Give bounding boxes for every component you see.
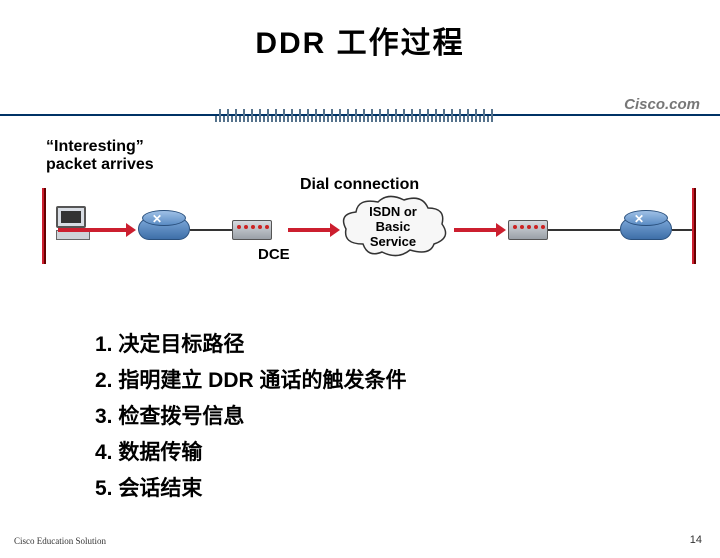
link-1	[190, 229, 232, 231]
cisco-logo: Cisco.com	[624, 96, 700, 113]
arrow-3	[454, 228, 498, 232]
bus-right	[692, 188, 696, 264]
cloud-icon: ISDN or Basic Service	[338, 194, 448, 264]
router-left-icon: ✕	[138, 210, 190, 250]
page-number: 14	[690, 534, 702, 546]
label-interesting: “Interesting” packet arrives	[46, 138, 154, 174]
pc-icon	[56, 206, 92, 246]
footer-left: Cisco Education Solution	[14, 536, 106, 546]
steps-list: 1. 决定目标路径 2. 指明建立 DDR 通话的触发条件 3. 检查拨号信息 4. …	[95, 328, 407, 508]
list-item: 1. 决定目标路径	[95, 328, 407, 358]
divider	[0, 100, 720, 126]
link-3	[672, 229, 692, 231]
bus-left	[42, 188, 46, 264]
modem-left-icon	[232, 220, 272, 240]
link-2	[548, 229, 620, 231]
list-item: 2. 指明建立 DDR 通话的触发条件	[95, 364, 407, 394]
page-title: DDR 工作过程	[0, 18, 720, 62]
list-item: 4. 数据传输	[95, 436, 407, 466]
router-right-icon: ✕	[620, 210, 672, 250]
divider-ticks	[215, 102, 505, 122]
list-item: 3. 检查拨号信息	[95, 400, 407, 430]
network-diagram: ✕ ISDN or Basic Service ✕	[0, 188, 720, 288]
arrow-2	[288, 228, 332, 232]
arrow-1	[58, 228, 128, 232]
modem-right-icon	[508, 220, 548, 240]
list-item: 5. 会话结束	[95, 472, 407, 502]
